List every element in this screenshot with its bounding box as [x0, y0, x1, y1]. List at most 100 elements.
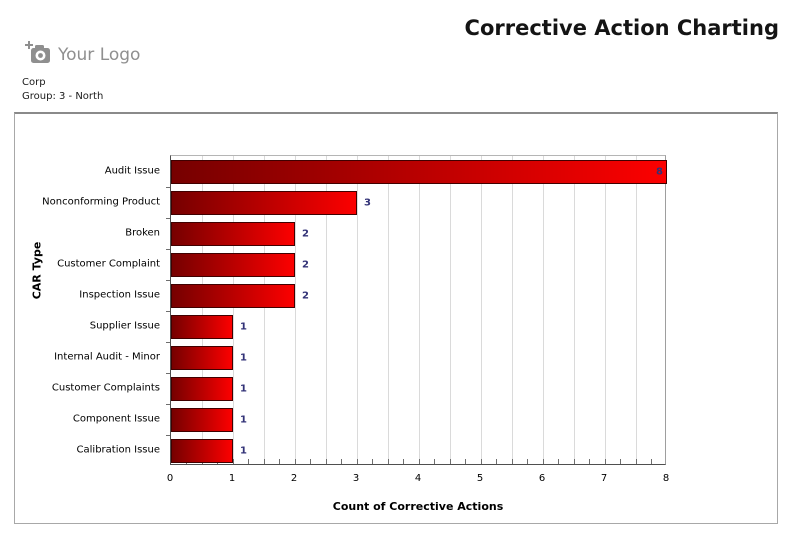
x-minor-tick	[542, 459, 544, 464]
org-line-group: Group: 3 - North	[22, 91, 104, 102]
category-label: Nonconforming Product	[42, 196, 160, 207]
y-axis-tick	[166, 404, 170, 405]
x-minor-tick	[527, 459, 528, 464]
category-label: Supplier Issue	[89, 320, 160, 331]
x-tick-label: 8	[662, 473, 670, 484]
gridline	[573, 156, 575, 464]
x-minor-tick	[341, 459, 342, 464]
y-axis-tick	[166, 218, 170, 219]
bar-6	[171, 314, 233, 339]
bar-10	[171, 438, 233, 463]
x-minor-tick	[232, 459, 234, 464]
x-tick-label: 2	[290, 473, 298, 484]
y-axis-tick	[166, 342, 170, 343]
gridline	[604, 156, 606, 464]
x-tick-label: 5	[476, 473, 484, 484]
x-minor-tick	[635, 459, 637, 464]
gridline	[294, 156, 296, 464]
x-minor-tick	[294, 459, 296, 464]
x-minor-tick	[356, 459, 358, 464]
bar-value-label: 3	[364, 197, 371, 208]
bar-2	[171, 190, 357, 215]
bar-value-label: 1	[240, 445, 247, 456]
x-tick-label: 4	[414, 473, 422, 484]
x-tick-label: 6	[538, 473, 546, 484]
bar-9	[171, 407, 233, 432]
gridline	[511, 156, 513, 464]
x-tick-label: 3	[352, 473, 360, 484]
x-minor-tick	[325, 459, 327, 464]
category-label: Internal Audit - Minor	[54, 351, 160, 362]
plot-area: 8 3 2 2 2 1 1 1 1 1	[166, 155, 667, 465]
logo-text: Your Logo	[58, 44, 141, 65]
x-minor-tick	[620, 459, 621, 464]
x-minor-tick	[589, 459, 590, 464]
bar-value-label: 1	[240, 321, 247, 332]
x-minor-tick	[573, 459, 575, 464]
category-label: Broken	[125, 227, 160, 238]
gridline	[635, 156, 637, 464]
bar-value-label: 1	[240, 414, 247, 425]
x-minor-tick	[651, 459, 652, 464]
bar-7	[171, 345, 233, 370]
gridline	[418, 156, 420, 464]
y-axis-tick	[166, 373, 170, 374]
x-minor-tick	[604, 459, 606, 464]
category-label: Inspection Issue	[79, 289, 160, 300]
bar-1	[171, 159, 667, 184]
category-label: Customer Complaint	[57, 258, 160, 269]
gridline	[480, 156, 482, 464]
bar-value-label: 8	[656, 166, 663, 177]
x-minor-tick	[449, 459, 451, 464]
logo: Your Logo	[24, 40, 140, 69]
x-minor-tick	[558, 459, 559, 464]
bar-value-label: 2	[302, 228, 309, 239]
bar-value-label: 2	[302, 259, 309, 270]
x-minor-tick	[263, 459, 265, 464]
x-tick-label: 1	[228, 473, 236, 484]
gridline	[449, 156, 451, 464]
category-label: Audit Issue	[104, 165, 160, 176]
bar-8	[171, 376, 233, 401]
gridline	[387, 156, 389, 464]
gridline	[201, 156, 203, 464]
y-axis-tick	[166, 280, 170, 281]
bar-3	[171, 221, 295, 246]
x-minor-tick	[372, 459, 373, 464]
bar-value-label: 1	[240, 383, 247, 394]
x-minor-tick	[248, 459, 249, 464]
x-minor-tick	[310, 459, 311, 464]
gridline	[356, 156, 358, 464]
category-label: Component Issue	[72, 413, 160, 424]
x-tick-label: 0	[166, 473, 174, 484]
category-label: Calibration Issue	[76, 444, 160, 455]
y-axis-tick	[166, 249, 170, 250]
x-tick-label: 7	[600, 473, 608, 484]
org-info: Corp Group: 3 - North	[22, 76, 103, 104]
org-line-corp: Corp	[22, 77, 46, 88]
page-title: Corrective Action Charting	[464, 16, 779, 40]
x-minor-tick	[279, 459, 280, 464]
camera-plus-icon	[24, 40, 51, 69]
y-axis-tick	[166, 187, 170, 188]
x-minor-tick	[418, 459, 420, 464]
x-minor-tick	[387, 459, 389, 464]
x-minor-tick	[480, 459, 482, 464]
gridline	[542, 156, 544, 464]
y-axis-tick	[166, 311, 170, 312]
bar-value-label: 1	[240, 352, 247, 363]
category-label: Customer Complaints	[51, 382, 160, 393]
bar-value-label: 2	[302, 290, 309, 301]
gridline	[263, 156, 265, 464]
gridline	[232, 156, 234, 464]
x-minor-tick	[403, 459, 404, 464]
x-minor-tick	[496, 459, 497, 464]
gridline	[325, 156, 327, 464]
x-axis-title: Count of Corrective Actions	[332, 500, 504, 513]
chart-container: CAR Type Audit Issue Nonconforming Produc…	[14, 112, 778, 524]
bar-5	[171, 283, 295, 308]
x-minor-tick	[465, 459, 466, 464]
bar-4	[171, 252, 295, 277]
y-axis-tick	[166, 435, 170, 436]
